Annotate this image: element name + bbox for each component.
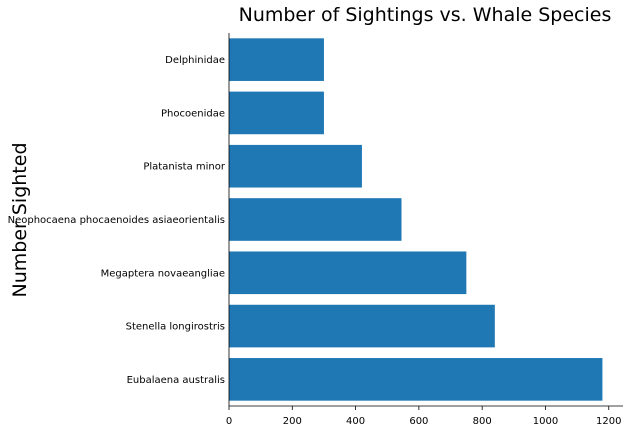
- x-tick-label: 800: [473, 416, 492, 427]
- x-tick-label: 1000: [533, 416, 558, 427]
- x-tick-label: 0: [226, 416, 232, 427]
- category-label: Phocoenidae: [161, 108, 225, 119]
- bars-group: [229, 38, 603, 401]
- x-tick-label: 600: [409, 416, 428, 427]
- bar-platanista-minor: [229, 144, 362, 188]
- chart-title: Number of Sightings vs. Whale Species: [239, 4, 612, 26]
- category-label: Delphinidae: [165, 55, 225, 66]
- category-label: Megaptera novaeangliae: [101, 268, 225, 279]
- bar-eubalaena-australis: [229, 358, 603, 401]
- bar-stenella-longirostris: [229, 304, 495, 348]
- bar-megaptera-novaeangliae: [229, 251, 467, 295]
- x-tick-label: 1200: [596, 416, 621, 427]
- bar-phocoenidae: [229, 91, 324, 135]
- category-label: Stenella longirostris: [126, 322, 225, 333]
- category-label: Platanista minor: [143, 162, 226, 173]
- bar-neophocaena-phocaenoides-asiaeorientalis: [229, 198, 402, 241]
- category-label: Eubalaena australis: [127, 375, 225, 386]
- category-labels-group: Eubalaena australis Stenella longirostris…: [8, 55, 226, 386]
- x-tick-label: 200: [283, 416, 302, 427]
- y-axis-label: Number Sighted: [9, 142, 31, 297]
- category-label: Neophocaena phocaenoides asiaeorientalis: [8, 215, 225, 226]
- x-axis-ticks: 0 200 400 600 800 1000 1200: [226, 406, 621, 427]
- x-tick-label: 400: [346, 416, 365, 427]
- bar-delphinidae: [229, 38, 324, 81]
